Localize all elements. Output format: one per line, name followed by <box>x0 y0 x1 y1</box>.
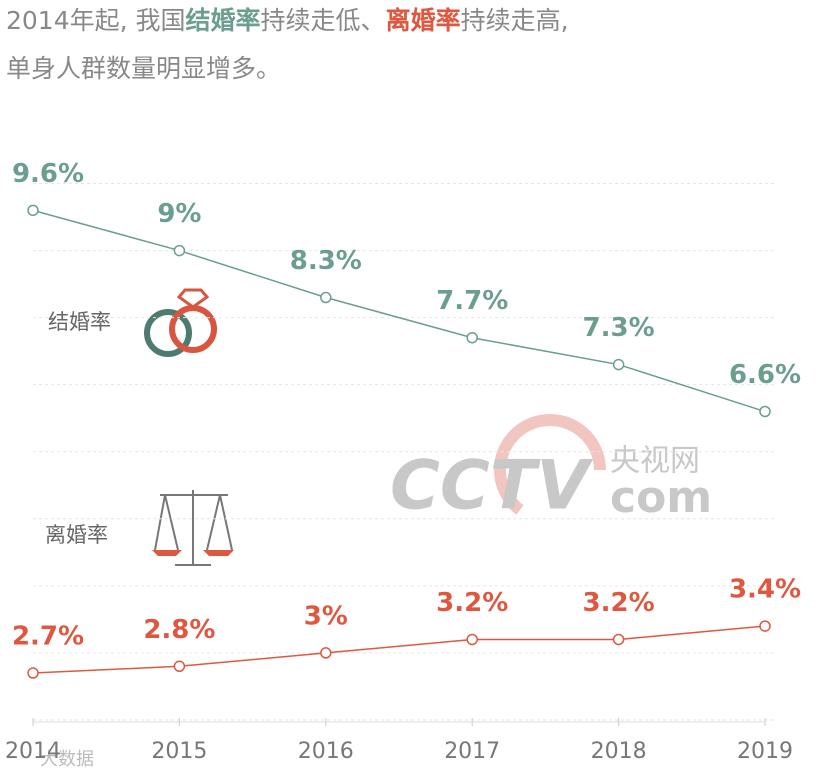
series-label: 结婚率 <box>48 310 111 334</box>
watermark-text: 央视网 <box>610 444 700 479</box>
scale-icon <box>152 490 234 566</box>
data-point <box>466 633 478 646</box>
data-label: 9.6% <box>12 159 84 189</box>
data-point <box>173 244 186 257</box>
watermark-text: com <box>610 472 712 523</box>
x-tick-label: 2015 <box>151 739 207 764</box>
data-point <box>27 204 39 217</box>
data-label: 7.3% <box>583 313 655 343</box>
chart-title: 2014年起, 我国结婚率持续走低、离婚率持续走高, <box>6 6 569 35</box>
data-label: 2.7% <box>12 622 84 652</box>
data-label: 3% <box>304 601 348 631</box>
x-tick-label: 2016 <box>298 739 354 764</box>
data-label: 6.6% <box>729 360 801 390</box>
x-tick-label: 2014 <box>5 739 61 764</box>
data-label: 3.2% <box>583 588 655 618</box>
x-tick-label: 2017 <box>444 739 500 764</box>
data-point <box>466 331 478 344</box>
watermark-text: CCTV <box>390 447 594 526</box>
data-label: 3.4% <box>729 575 801 605</box>
title-part: 离婚率 <box>386 6 461 35</box>
data-point <box>173 660 186 673</box>
data-point <box>612 358 625 371</box>
title-part: 持续走高, <box>461 6 569 35</box>
series-line <box>32 209 766 413</box>
data-point <box>27 667 39 679</box>
x-tick-label: 2019 <box>737 739 793 764</box>
series-label: 离婚率 <box>45 523 108 547</box>
title-part: 持续走低、 <box>261 6 386 35</box>
watermark: CCTV 央视网 com 大数据 <box>40 414 712 770</box>
x-tick-label: 2018 <box>591 739 647 764</box>
data-label: 9% <box>157 199 201 229</box>
data-label: 8.3% <box>290 246 362 276</box>
data-label: 3.2% <box>436 588 508 618</box>
watermark-text: 大数据 <box>40 749 94 770</box>
data-point <box>320 647 332 659</box>
data-point <box>612 633 625 646</box>
data-point <box>320 291 332 304</box>
watermark-arc <box>494 414 606 515</box>
data-label: 7.7% <box>436 286 508 316</box>
data-point <box>759 405 771 418</box>
data-point <box>759 620 771 632</box>
title-part: 2014年起, 我国 <box>6 6 186 35</box>
data-label: 2.8% <box>143 615 215 645</box>
chart-title: 单身人群数量明显增多。 <box>6 54 281 83</box>
series-line <box>32 625 766 674</box>
title-part: 结婚率 <box>186 6 261 35</box>
rings-icon <box>144 288 217 357</box>
